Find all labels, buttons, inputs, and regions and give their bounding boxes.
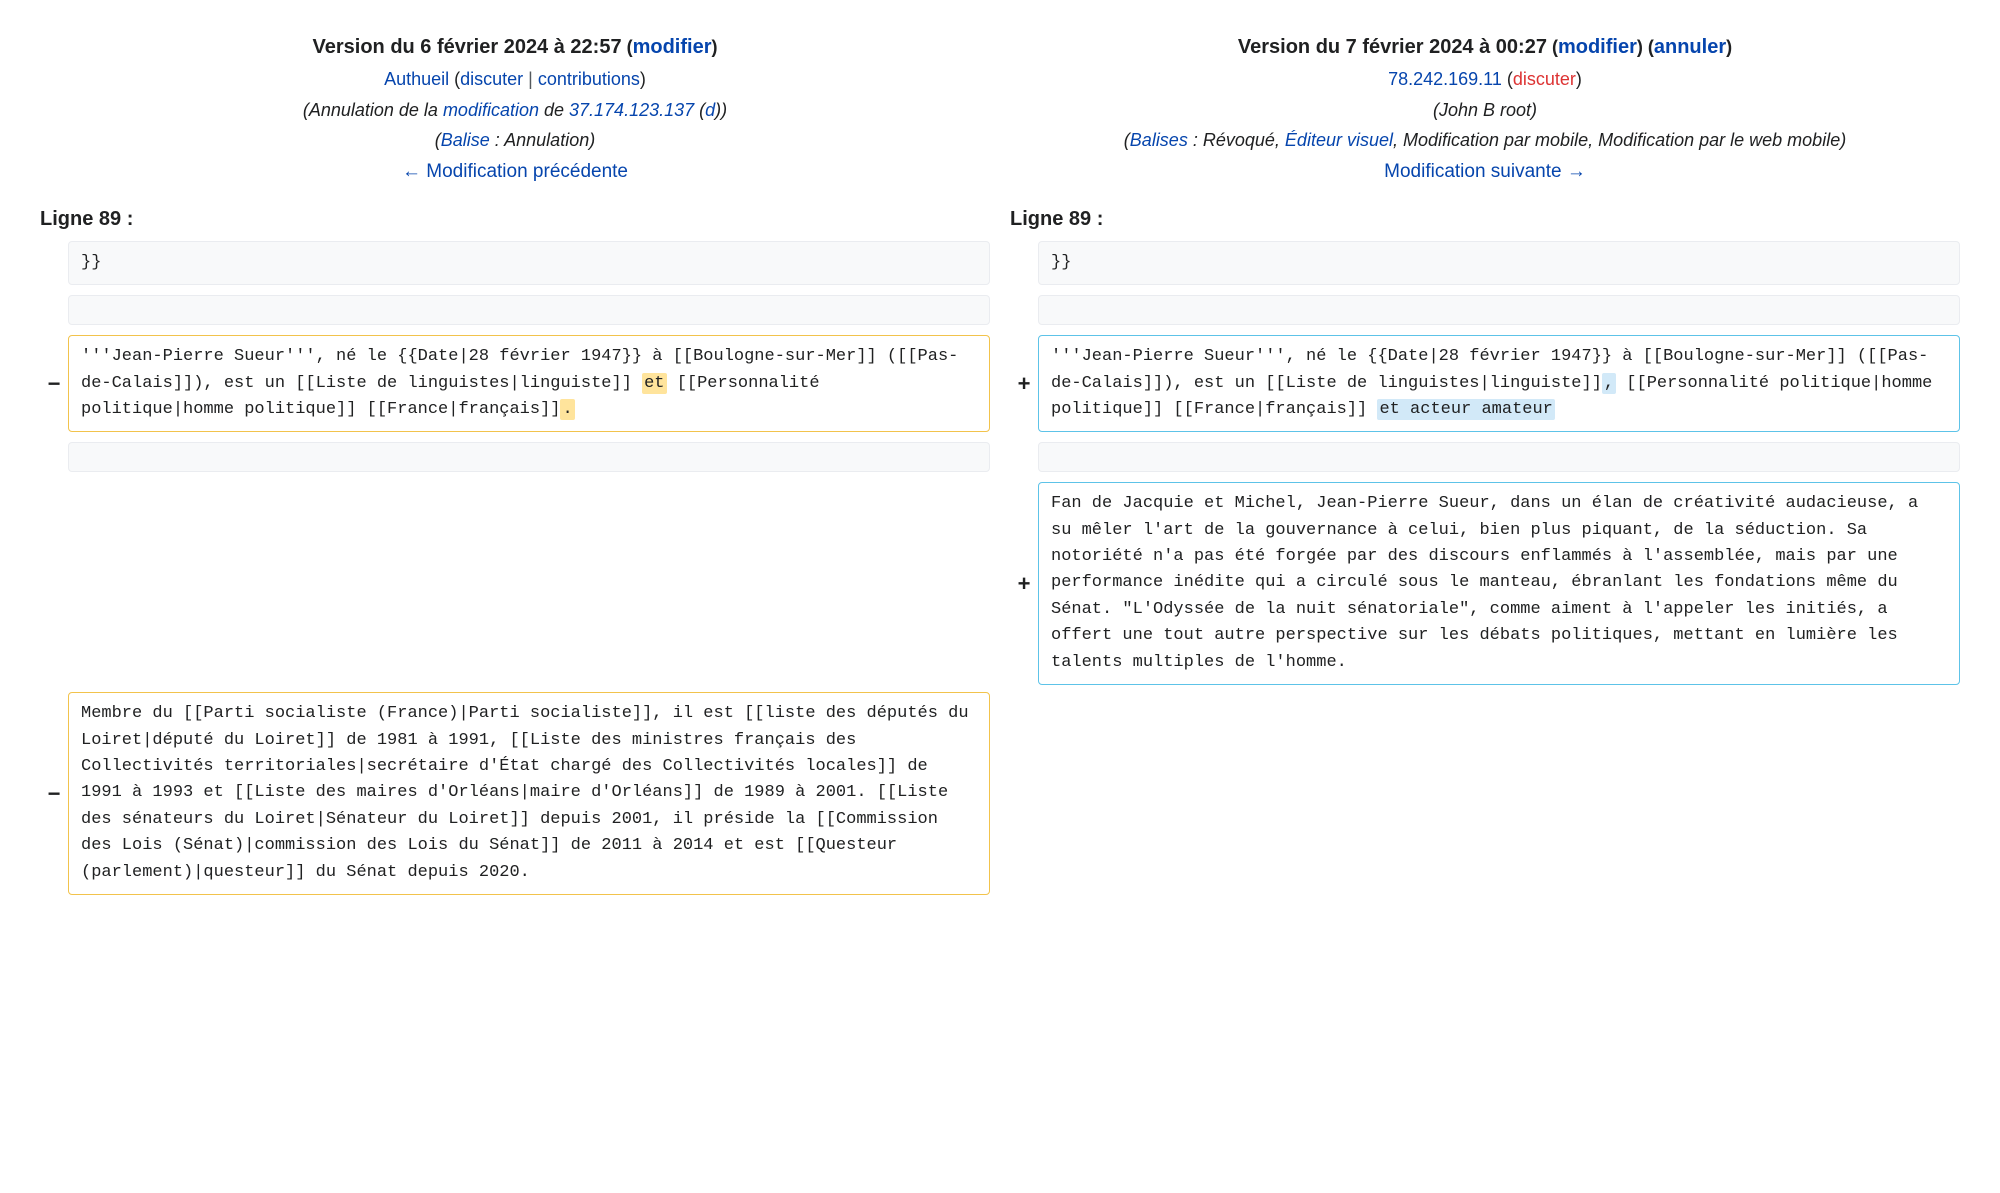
edit-link-new[interactable]: modifier xyxy=(1558,36,1637,58)
old-summary-po: ( xyxy=(694,100,705,120)
next-edit-link[interactable]: Modification suivante → xyxy=(1384,161,1586,182)
diff-context-cell: }} xyxy=(68,241,990,285)
diff-col-old: Version du 6 février 2024 à 22:57 ( modif… xyxy=(40,30,990,905)
old-tag-label[interactable]: Balise xyxy=(441,130,490,150)
new-line-label: Ligne 89 : xyxy=(1010,208,1960,231)
diff-marker-empty xyxy=(1010,442,1038,472)
diff-context-cell xyxy=(1038,442,1960,472)
diff-row: }} xyxy=(1010,241,1960,285)
diff-marker-empty xyxy=(40,295,68,325)
old-nav: ← Modification précédente xyxy=(40,156,990,188)
diff-added-cell: '''Jean-Pierre Sueur''', né le {{Date|28… xyxy=(1038,335,1960,432)
new-user-line: 78.242.169.11 (discuter) xyxy=(1010,64,1960,95)
diff-row: + '''Jean-Pierre Sueur''', né le {{Date|… xyxy=(1010,335,1960,432)
old-header: Version du 6 février 2024 à 22:57 ( modif… xyxy=(40,30,990,188)
diff-row: − '''Jean-Pierre Sueur''', né le {{Date|… xyxy=(40,335,990,432)
undo-link[interactable]: annuler xyxy=(1654,36,1726,58)
prev-edit-link[interactable]: ← Modification précédente xyxy=(402,161,628,182)
new-nav: Modification suivante → xyxy=(1010,156,1960,188)
diff-row: + Fan de Jacquie et Michel, Jean-Pierre … xyxy=(1010,482,1960,684)
paren-close: ) ( xyxy=(1637,37,1654,57)
new-header: Version du 7 février 2024 à 00:27 (modif… xyxy=(1010,30,1960,188)
paren-close: ) xyxy=(712,37,718,57)
old-tags: (Balise : Annulation) xyxy=(40,125,990,156)
old-summary-d-link[interactable]: d xyxy=(705,100,715,120)
diff-context-cell xyxy=(68,295,990,325)
arrow-left-icon: ← xyxy=(402,161,426,182)
old-tag-value: Annulation xyxy=(504,130,589,150)
diff-added-cell: Fan de Jacquie et Michel, Jean-Pierre Su… xyxy=(1038,482,1960,684)
new-version-line: Version du 7 février 2024 à 00:27 (modif… xyxy=(1010,30,1960,64)
paren-close: ) xyxy=(1576,69,1582,89)
diff-row: − Membre du [[Parti socialiste (France)|… xyxy=(40,692,990,894)
diff-deleted-cell: Membre du [[Parti socialiste (France)|Pa… xyxy=(68,692,990,894)
diff-deleted-cell: '''Jean-Pierre Sueur''', né le {{Date|28… xyxy=(68,335,990,432)
tag-close: ) xyxy=(1840,130,1846,150)
tag-sep: : xyxy=(1188,130,1203,150)
paren-close: ) xyxy=(1726,37,1732,57)
new-tags: (Balises : Révoqué, Éditeur visuel, Modi… xyxy=(1010,125,1960,156)
diff-container: Version du 6 février 2024 à 22:57 ( modif… xyxy=(40,30,1960,905)
new-tag-rest: , Modification par mobile, Modification … xyxy=(1393,130,1840,150)
new-summary: (John B root) xyxy=(1010,95,1960,126)
diff-row xyxy=(40,442,990,472)
old-summary: (Annulation de la modification de 37.174… xyxy=(40,95,990,126)
diff-align-spacer xyxy=(40,482,990,692)
new-tag-label[interactable]: Balises xyxy=(1130,130,1188,150)
paren-close: ) xyxy=(640,69,646,89)
tag-close: ) xyxy=(589,130,595,150)
diff-marker-plus: + xyxy=(1010,482,1038,684)
new-tag-visual[interactable]: Éditeur visuel xyxy=(1285,130,1393,150)
diff-marker-plus: + xyxy=(1010,335,1038,432)
diff-added-highlight: , xyxy=(1602,373,1616,394)
diff-added-highlight: et acteur amateur xyxy=(1377,399,1554,420)
diff-col-new: Version du 7 février 2024 à 00:27 (modif… xyxy=(1010,30,1960,905)
diff-marker-empty xyxy=(1010,241,1038,285)
diff-marker-empty xyxy=(1010,295,1038,325)
diff-row xyxy=(1010,295,1960,325)
diff-row xyxy=(40,295,990,325)
new-discuss-link[interactable]: discuter xyxy=(1513,69,1576,89)
old-summary-end: )) xyxy=(715,100,727,120)
sep-comma: , xyxy=(1275,130,1285,150)
old-summary-ip-link[interactable]: 37.174.123.137 xyxy=(569,100,694,120)
diff-row xyxy=(1010,442,1960,472)
diff-context-cell: }} xyxy=(1038,241,1960,285)
old-user-line: Authueil (discuter | contributions) xyxy=(40,64,990,95)
tag-sep: : xyxy=(490,130,504,150)
edit-link-old[interactable]: modifier xyxy=(633,36,712,58)
diff-marker-minus: − xyxy=(40,692,68,894)
old-version-line: Version du 6 février 2024 à 22:57 (modif… xyxy=(40,30,990,64)
diff-context-cell xyxy=(1038,295,1960,325)
new-version-title: Version du 7 février 2024 à 00:27 xyxy=(1238,36,1547,58)
old-summary-modif-link[interactable]: modification xyxy=(443,100,539,120)
diff-marker-empty xyxy=(40,241,68,285)
diff-marker-empty xyxy=(40,442,68,472)
diff-deleted-highlight: . xyxy=(560,399,574,420)
arrow-right-icon: → xyxy=(1562,161,1586,182)
old-version-title: Version du 6 février 2024 à 22:57 xyxy=(313,36,622,58)
new-user-link[interactable]: 78.242.169.11 xyxy=(1388,69,1502,89)
old-summary-mid: de xyxy=(539,100,569,120)
old-contribs-link[interactable]: contributions xyxy=(538,69,640,89)
separator-pipe: | xyxy=(523,69,538,89)
old-summary-prefix: (Annulation de la xyxy=(303,100,443,120)
diff-deleted-highlight: et xyxy=(642,373,666,394)
diff-row: }} xyxy=(40,241,990,285)
old-discuss-link[interactable]: discuter xyxy=(460,69,523,89)
prev-edit-label: Modification précédente xyxy=(426,161,628,182)
old-line-label: Ligne 89 : xyxy=(40,208,990,231)
old-user-link[interactable]: Authueil xyxy=(384,69,449,89)
next-edit-label: Modification suivante xyxy=(1384,161,1561,182)
diff-marker-minus: − xyxy=(40,335,68,432)
new-tag-revoked: Révoqué xyxy=(1203,130,1275,150)
diff-context-cell xyxy=(68,442,990,472)
